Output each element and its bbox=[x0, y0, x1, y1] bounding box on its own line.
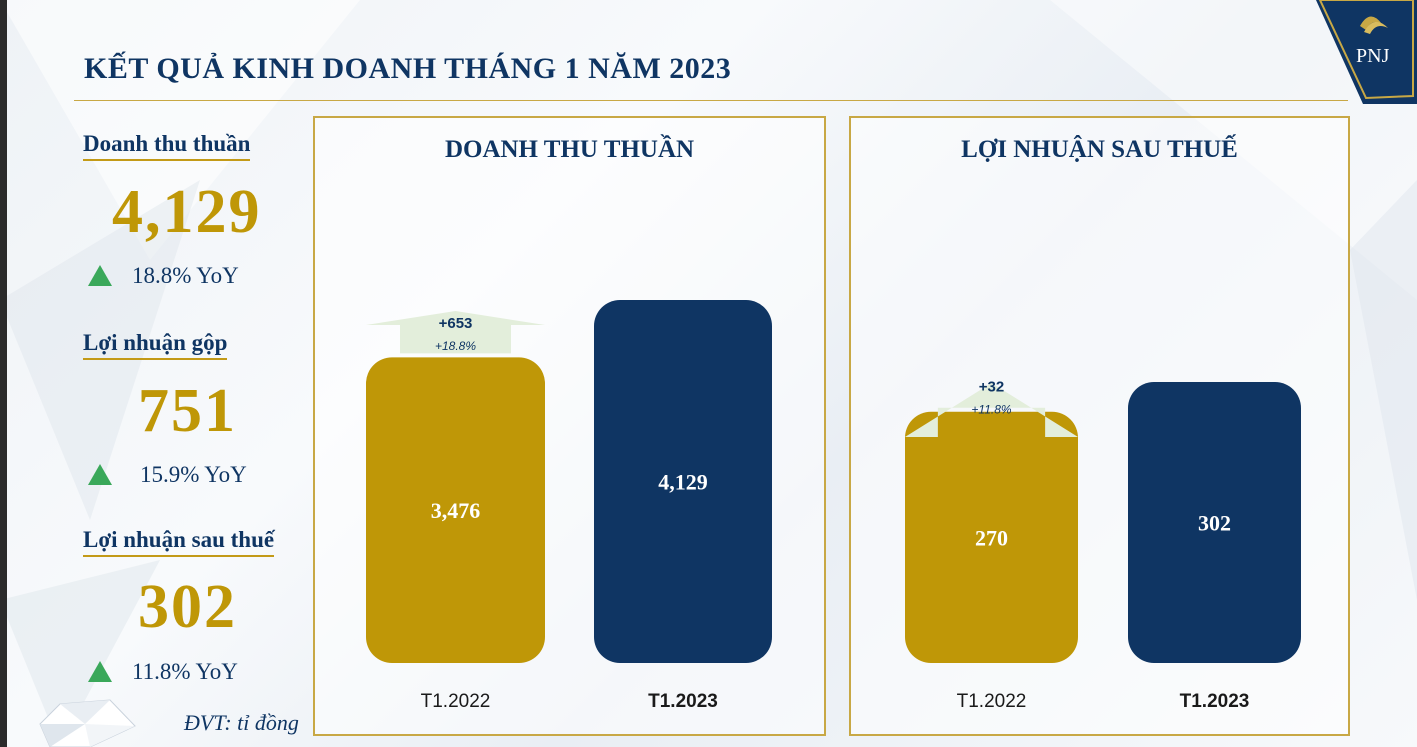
kpi-label-gross-profit: Lợi nhuận gộp bbox=[83, 330, 228, 360]
up-arrow-icon bbox=[88, 464, 112, 485]
chart-title: LỢI NHUẬN SAU THUẾ bbox=[961, 136, 1238, 163]
change-abs-label: +32 bbox=[979, 378, 1004, 395]
bar bbox=[366, 357, 545, 663]
data-label: 270 bbox=[975, 525, 1008, 550]
chart-title: DOANH THU THUẦN bbox=[444, 136, 695, 163]
data-label: 302 bbox=[1198, 511, 1231, 536]
category-label: T1.2023 bbox=[648, 691, 718, 712]
up-arrow-icon bbox=[88, 265, 112, 286]
change-pct-label: +11.8% bbox=[971, 402, 1011, 416]
category-label: T1.2022 bbox=[957, 691, 1027, 712]
up-arrow-icon bbox=[88, 661, 112, 682]
kpi-value-net-profit: 302 bbox=[138, 573, 237, 641]
kpi-value-revenue: 4,129 bbox=[112, 178, 262, 246]
bar bbox=[905, 411, 1078, 663]
title-divider bbox=[74, 100, 1348, 101]
category-label: T1.2022 bbox=[421, 691, 491, 712]
kpi-label-net-profit: Lợi nhuận sau thuế bbox=[83, 527, 275, 557]
category-label: T1.2023 bbox=[1180, 691, 1250, 712]
change-abs-label: +653 bbox=[439, 315, 473, 332]
growth-arrow bbox=[905, 383, 1078, 437]
window-edge bbox=[0, 0, 7, 747]
kpi-yoy-net-profit: 11.8% YoY bbox=[132, 659, 238, 684]
growth-arrow bbox=[366, 311, 545, 354]
diamond-image bbox=[39, 699, 136, 747]
bar bbox=[1128, 382, 1301, 663]
kpi-yoy-gross-profit: 15.9% YoY bbox=[140, 462, 247, 487]
data-label: 3,476 bbox=[431, 498, 481, 523]
change-pct-label: +18.8% bbox=[435, 339, 476, 353]
bar bbox=[594, 300, 772, 663]
pnj-logo bbox=[1316, 0, 1417, 104]
logo-text: PNJ bbox=[1356, 45, 1390, 67]
kpi-yoy-revenue: 18.8% YoY bbox=[132, 263, 239, 288]
kpi-value-gross-profit: 751 bbox=[138, 377, 237, 445]
page-title: KẾT QUẢ KINH DOANH THÁNG 1 NĂM 2023 bbox=[84, 52, 732, 85]
data-label: 4,129 bbox=[658, 470, 708, 495]
kpi-label-revenue: Doanh thu thuần bbox=[83, 131, 251, 161]
unit-note: ĐVT: tỉ đồng bbox=[184, 710, 299, 735]
